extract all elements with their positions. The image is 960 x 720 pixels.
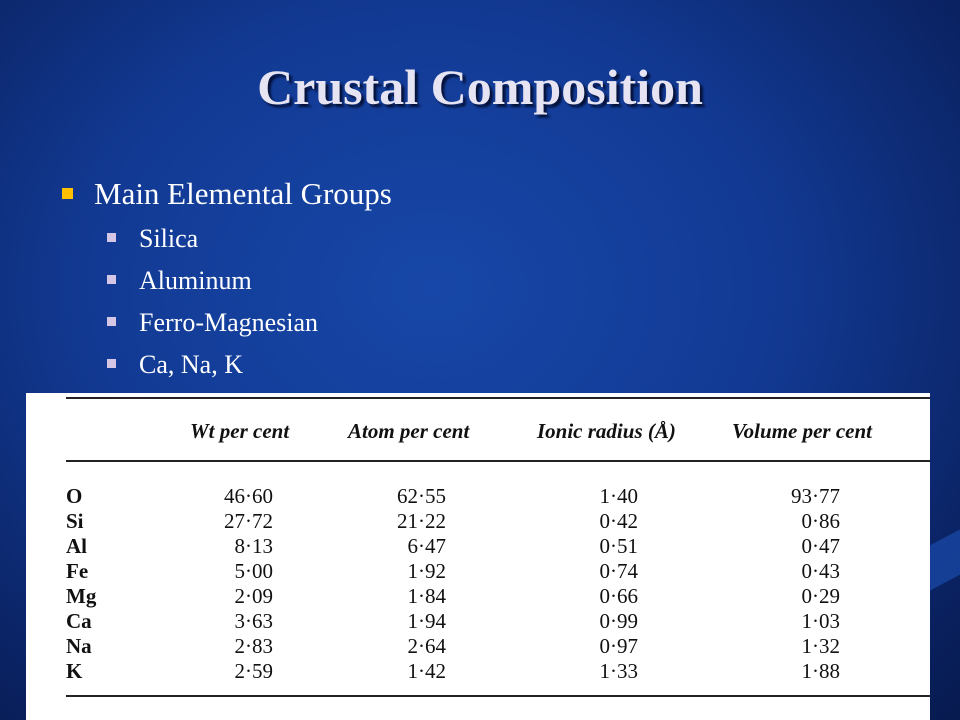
atom-cell: 21·22 xyxy=(397,509,446,533)
wt-cell: 2·59 xyxy=(234,659,274,683)
wt-cell: 5·00 xyxy=(234,559,274,583)
volume-cell: 1·88 xyxy=(801,659,841,683)
element-cell: O xyxy=(66,484,83,508)
wt-cell: 27·72 xyxy=(224,509,273,533)
element-cell: Mg xyxy=(66,584,97,608)
table-header-rule xyxy=(66,460,930,462)
volume-cell: 1·03 xyxy=(801,609,841,633)
bullet-text: Main Elemental Groups xyxy=(94,176,392,211)
volume-cell: 0·29 xyxy=(801,584,841,608)
element-cell: Na xyxy=(66,634,92,658)
sub-bullet-square-icon xyxy=(107,359,116,368)
header-volume-per-cent: Volume per cent xyxy=(732,419,872,443)
atom-cell: 6·47 xyxy=(407,534,447,558)
sub-bullet-text: Ca, Na, K xyxy=(139,350,243,379)
volume-cell: 0·86 xyxy=(801,509,841,533)
bullet-list: Main Elemental Groups Silica Aluminum Fe… xyxy=(62,172,392,386)
sub-bullet-text: Aluminum xyxy=(139,266,252,295)
atom-cell: 62·55 xyxy=(397,484,446,508)
atom-cell: 1·84 xyxy=(407,584,447,608)
bullet-main-elemental-groups: Main Elemental Groups xyxy=(62,172,392,216)
header-ionic-radius: Ionic radius (Å) xyxy=(537,419,676,443)
composition-table-image: Wt per cent Atom per cent Ionic radius (… xyxy=(26,393,930,720)
radius-cell: 0·97 xyxy=(599,634,639,658)
atom-cell: 1·92 xyxy=(407,559,447,583)
element-cell: Fe xyxy=(66,559,89,583)
radius-cell: 1·40 xyxy=(599,484,639,508)
wt-cell: 2·83 xyxy=(234,634,274,658)
sub-bullet-text: Silica xyxy=(139,224,199,253)
volume-cell: 0·47 xyxy=(801,534,841,558)
volume-cell: 1·32 xyxy=(801,634,841,658)
atom-cell: 1·94 xyxy=(407,609,447,633)
wt-cell: 8·13 xyxy=(234,534,274,558)
element-cell: Ca xyxy=(66,609,92,633)
sub-bullet-square-icon xyxy=(107,317,116,326)
slide-title: Crustal Composition xyxy=(257,59,703,115)
volume-cell: 0·43 xyxy=(801,559,841,583)
sub-bullet-aluminum: Aluminum xyxy=(107,260,392,302)
element-cell: Si xyxy=(66,509,84,533)
table-top-rule xyxy=(66,397,930,399)
wt-cell: 2·09 xyxy=(234,584,274,608)
header-atom-per-cent: Atom per cent xyxy=(348,419,470,443)
radius-cell: 1·33 xyxy=(599,659,639,683)
sub-bullet-square-icon xyxy=(107,233,116,242)
wt-cell: 3·63 xyxy=(234,609,274,633)
atom-cell: 1·42 xyxy=(407,659,447,683)
sub-bullet-ca-na-k: Ca, Na, K xyxy=(107,344,392,386)
volume-cell: 93·77 xyxy=(791,484,840,508)
radius-cell: 0·42 xyxy=(599,509,639,533)
radius-cell: 0·66 xyxy=(599,584,639,608)
element-cell: Al xyxy=(66,534,87,558)
header-wt-per-cent: Wt per cent xyxy=(190,419,290,443)
radius-cell: 0·99 xyxy=(599,609,639,633)
sub-bullet-ferro-magnesian: Ferro-Magnesian xyxy=(107,302,392,344)
sub-bullet-square-icon xyxy=(107,275,116,284)
atom-cell: 2·64 xyxy=(407,634,447,658)
radius-cell: 0·74 xyxy=(599,559,639,583)
sub-bullet-text: Ferro-Magnesian xyxy=(139,308,319,337)
element-cell: K xyxy=(66,659,83,683)
wt-cell: 46·60 xyxy=(224,484,273,508)
bullet-square-icon xyxy=(62,188,73,199)
table-bottom-rule xyxy=(66,695,930,697)
radius-cell: 0·51 xyxy=(599,534,639,558)
sub-bullet-silica: Silica xyxy=(107,218,392,260)
